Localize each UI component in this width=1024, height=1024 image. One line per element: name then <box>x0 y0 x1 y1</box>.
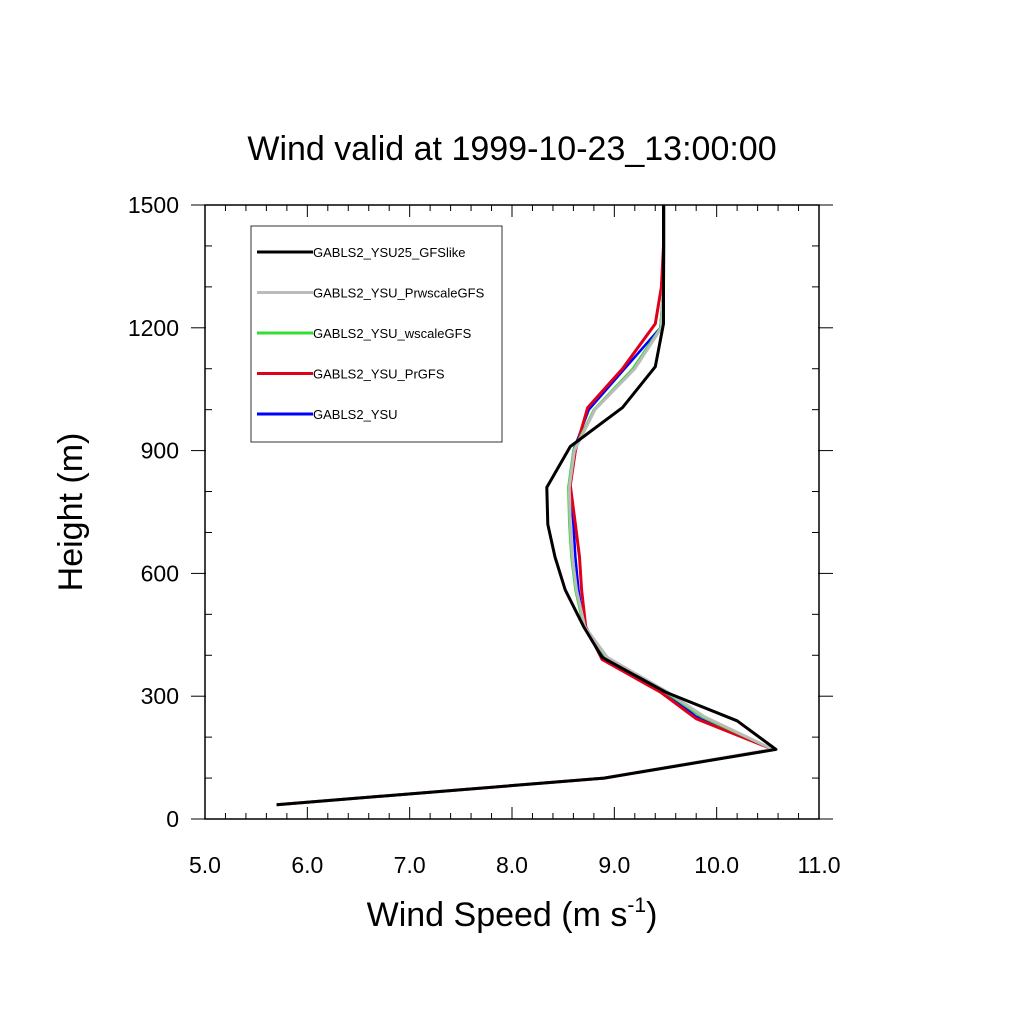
legend-label: GABLS2_YSU25_GFSlike <box>313 245 465 260</box>
series-line-GABLS2_YSU_PrwscaleGFS <box>276 205 775 807</box>
chart-title: Wind valid at 1999-10-23_13:00:00 <box>247 130 776 168</box>
y-tick-label: 1200 <box>128 315 179 341</box>
y-tick-label: 600 <box>141 560 179 586</box>
plot-frame <box>204 204 820 820</box>
ticks: 5.0 6.0 7.0 8.0 9.0 10.0 11.0 0 300 600 900 1200 150… <box>128 192 841 878</box>
x-axis-title-superscript: -1 <box>627 894 646 917</box>
series-lines <box>276 205 778 807</box>
legend-label: GABLS2_YSU_wscaleGFS <box>313 326 472 341</box>
x-tick-label: 6.0 <box>291 852 323 878</box>
x-tick-label: 9.0 <box>598 852 630 878</box>
legend: GABLS2_YSU25_GFSlike GABLS2_YSU_PrwscaleG… <box>250 225 503 443</box>
x-tick-label: 8.0 <box>496 852 528 878</box>
legend-label: GABLS2_YSU_PrwscaleGFS <box>313 286 485 301</box>
x-tick-label: 10.0 <box>694 852 739 878</box>
legend-label: GABLS2_YSU_PrGFS <box>313 367 445 382</box>
y-tick-label: 900 <box>141 438 179 464</box>
x-axis-title: Wind Speed (m s-1) <box>367 894 658 934</box>
series-line-GABLS2_YSU25_GFSlike <box>276 205 778 807</box>
y-tick-label: 1500 <box>128 192 179 218</box>
x-tick-label: 11.0 <box>797 852 840 878</box>
x-axis-title-suffix: ) <box>646 896 657 934</box>
y-tick-label: 300 <box>141 683 179 709</box>
x-axis-title-main: Wind Speed (m s <box>367 896 628 934</box>
y-tick-label: 0 <box>166 806 179 832</box>
x-tick-label: 7.0 <box>394 852 426 878</box>
x-tick-label: 5.0 <box>189 852 221 878</box>
y-axis-title: Height (m) <box>52 433 90 592</box>
legend-label: GABLS2_YSU <box>313 407 398 422</box>
series-line-GABLS2_YSU_PrGFS <box>276 205 775 807</box>
